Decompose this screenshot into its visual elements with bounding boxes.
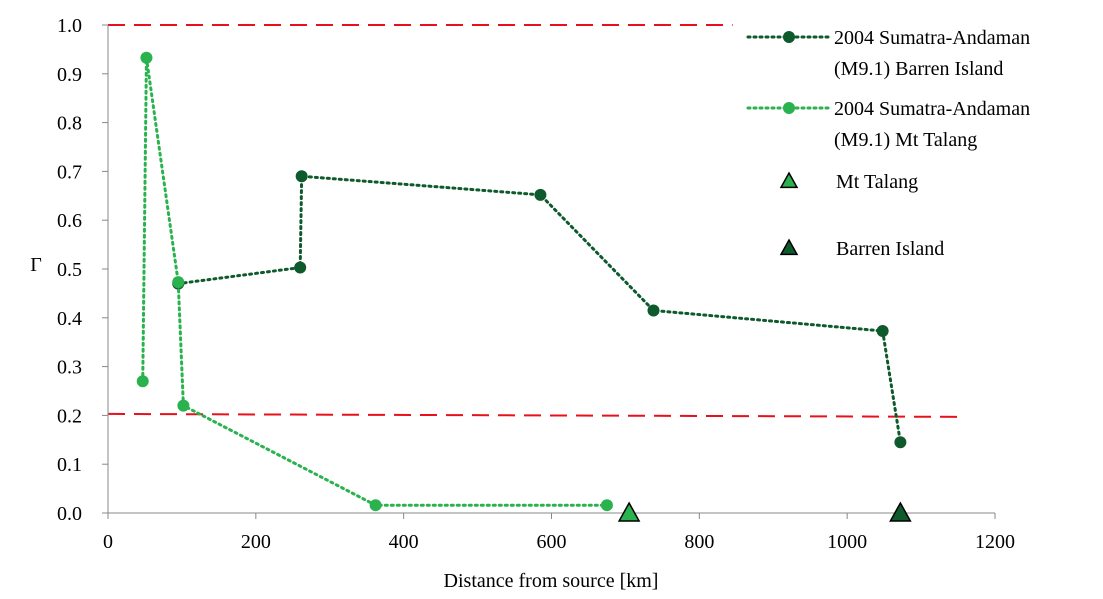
y-tick-label: 0.3 <box>57 357 82 379</box>
data-point <box>172 276 185 289</box>
data-point <box>177 399 190 412</box>
y-tick-label: 0.9 <box>57 64 82 86</box>
legend-marker <box>783 31 795 43</box>
y-axis-title: Γ <box>30 254 42 276</box>
legend-marker <box>779 238 799 256</box>
reference-lines <box>107 24 966 418</box>
legend-entry: Barren Island <box>779 238 944 260</box>
legend-label: Mt Talang <box>836 171 918 193</box>
series-line <box>141 57 609 507</box>
y-tick-label: 0.5 <box>57 259 82 281</box>
data-point <box>140 51 153 64</box>
triangle-marker <box>889 501 912 522</box>
legend-entry: 2004 Sumatra-Andaman (M9.1) Barren Island <box>746 27 1030 80</box>
legend-label: (M9.1) Barren Island <box>834 58 1003 80</box>
data-point <box>369 499 382 512</box>
legend: 2004 Sumatra-Andaman (M9.1) Barren Island… <box>746 27 1030 260</box>
triangle-marker <box>617 501 641 522</box>
ticks: 0 200 400 600 800 1000 1200 0.0 0.1 0.2 0.3 0.4 0.5 0… <box>57 15 1015 553</box>
legend-label: (M9.1) Mt Talang <box>834 129 977 151</box>
y-tick-label: 0.0 <box>57 503 82 525</box>
series-4 <box>889 501 912 522</box>
y-tick-label: 0.7 <box>57 161 82 183</box>
data-point <box>136 375 149 388</box>
y-tick-label: 0.6 <box>57 210 82 232</box>
series-line <box>176 174 902 444</box>
x-tick-label: 1000 <box>827 531 867 553</box>
legend-label: 2004 Sumatra-Andaman <box>834 27 1030 49</box>
series-2 <box>136 51 613 512</box>
x-tick-label: 0 <box>103 531 113 553</box>
x-tick-label: 800 <box>684 531 714 553</box>
legend-marker <box>779 171 799 189</box>
data-point <box>876 324 889 337</box>
data-point <box>600 499 613 512</box>
legend-entry: 2004 Sumatra-Andaman (M9.1) Mt Talang <box>746 98 1030 151</box>
y-tick-label: 0.4 <box>57 308 82 330</box>
y-tick-label: 1.0 <box>57 15 82 37</box>
legend-label: 2004 Sumatra-Andaman <box>834 98 1030 120</box>
series-3 <box>617 501 641 522</box>
reference-line-2 <box>107 412 966 418</box>
x-tick-label: 400 <box>389 531 419 553</box>
data-point <box>294 261 307 274</box>
series-1 <box>172 170 907 449</box>
x-tick-label: 600 <box>537 531 567 553</box>
y-tick-label: 0.1 <box>57 454 82 476</box>
series <box>136 51 912 522</box>
y-tick-label: 0.8 <box>57 113 82 135</box>
data-point <box>647 304 660 317</box>
data-point <box>295 170 308 183</box>
x-tick-label: 1200 <box>975 531 1015 553</box>
x-axis-title: Distance from source [km] <box>444 570 659 592</box>
y-tick-label: 0.2 <box>57 405 82 427</box>
legend-entry: Mt Talang <box>779 171 918 193</box>
legend-label: Barren Island <box>836 238 944 260</box>
data-point <box>534 188 547 201</box>
x-tick-label: 200 <box>241 531 271 553</box>
data-point <box>894 436 907 449</box>
legend-marker <box>783 102 795 114</box>
